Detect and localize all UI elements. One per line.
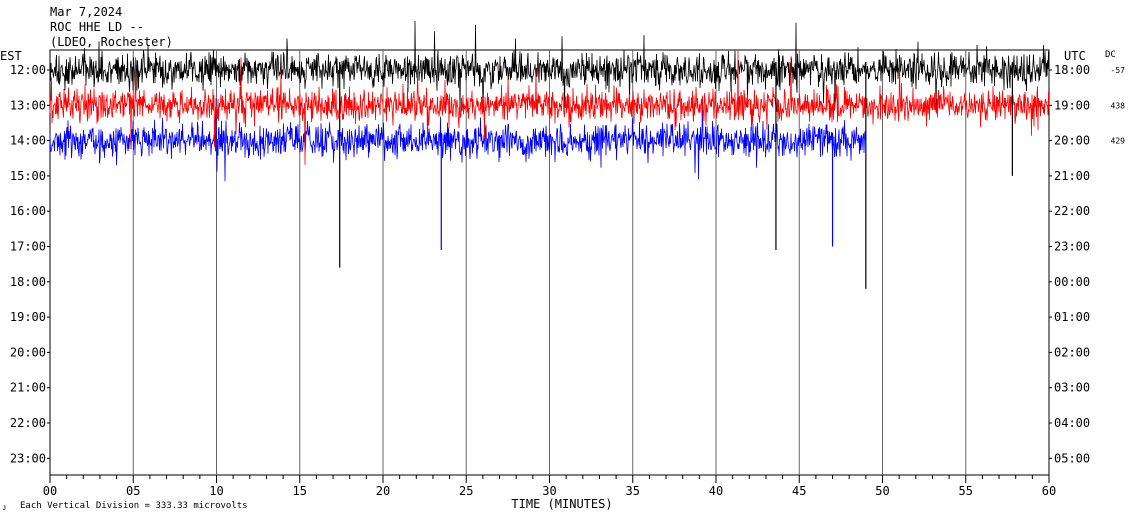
right-time-label: 20:00: [1054, 134, 1090, 148]
right-time-label: 00:00: [1054, 275, 1090, 289]
x-tick-label: 50: [875, 484, 889, 498]
trace-hour-1: [49, 50, 1050, 165]
seismometer-icon: ᴊ: [2, 503, 7, 512]
x-tick-label: 05: [126, 484, 140, 498]
trace-hour-2: [49, 98, 866, 182]
left-time-label: 13:00: [10, 98, 46, 112]
left-time-label: 15:00: [10, 169, 46, 183]
right-time-labels: 18:00 19:00 20:00 21:00 22:00 23:00 00:00 01:00…: [1049, 63, 1090, 465]
left-time-label: 17:00: [10, 240, 46, 254]
x-tick-label: 25: [459, 484, 473, 498]
left-time-label: 12:00: [10, 63, 46, 77]
left-axis-label: EST: [0, 49, 22, 63]
right-time-label: 03:00: [1054, 381, 1090, 395]
x-tick-label: 45: [792, 484, 806, 498]
dc-label: DC: [1105, 50, 1116, 60]
right-time-label: 04:00: [1054, 416, 1090, 430]
vertical-gridlines: [132, 50, 967, 475]
footer-scale-note: Each Vertical Division = 333.33 microvol…: [20, 501, 248, 511]
left-time-label: 16:00: [10, 204, 46, 218]
x-tick-label: 60: [1042, 484, 1056, 498]
right-time-label: 02:00: [1054, 345, 1090, 359]
left-time-label: 23:00: [10, 451, 46, 465]
chart-title-network: (LDEO, Rochester): [50, 35, 173, 49]
left-time-labels: 12:00 13:00 14:00 15:00 16:00 17:00 18:00 19:00…: [10, 63, 50, 465]
x-tick-label: 15: [293, 484, 307, 498]
right-time-label: 22:00: [1054, 204, 1090, 218]
dc-offset-values: -57 438 429: [1111, 66, 1126, 146]
x-tick-label: 35: [626, 484, 640, 498]
x-tick-labels: 00 05 10 15 20 25 30 35 40 45 50 55 60: [43, 484, 1056, 498]
left-time-label: 22:00: [10, 416, 46, 430]
right-time-label: 19:00: [1054, 98, 1090, 112]
seismic-traces: [49, 20, 1050, 289]
left-time-label: 20:00: [10, 345, 46, 359]
left-time-label: 19:00: [10, 310, 46, 324]
right-time-label: 05:00: [1054, 451, 1090, 465]
right-axis-label: UTC: [1064, 49, 1086, 63]
right-time-label: 23:00: [1054, 240, 1090, 254]
x-tick-label: 30: [542, 484, 556, 498]
right-time-label: 18:00: [1054, 63, 1090, 77]
chart-title-date: Mar 7,2024: [50, 5, 122, 19]
x-tick-label: 20: [376, 484, 390, 498]
left-time-label: 18:00: [10, 275, 46, 289]
left-time-label: 14:00: [10, 134, 46, 148]
dc-value: 429: [1111, 137, 1126, 146]
chart-title-station: ROC HHE LD --: [50, 20, 144, 34]
right-time-label: 21:00: [1054, 169, 1090, 183]
x-axis-label: TIME (MINUTES): [511, 497, 612, 511]
x-tick-label: 10: [209, 484, 223, 498]
right-time-label: 01:00: [1054, 310, 1090, 324]
x-tick-label: 40: [709, 484, 723, 498]
x-tick-marks: [49, 475, 1050, 483]
trace-hour-0: [49, 20, 1050, 114]
x-tick-label: 55: [959, 484, 973, 498]
dc-value: -57: [1111, 66, 1126, 75]
x-tick-label: 00: [43, 484, 57, 498]
dc-value: 438: [1111, 101, 1126, 110]
left-time-label: 21:00: [10, 381, 46, 395]
